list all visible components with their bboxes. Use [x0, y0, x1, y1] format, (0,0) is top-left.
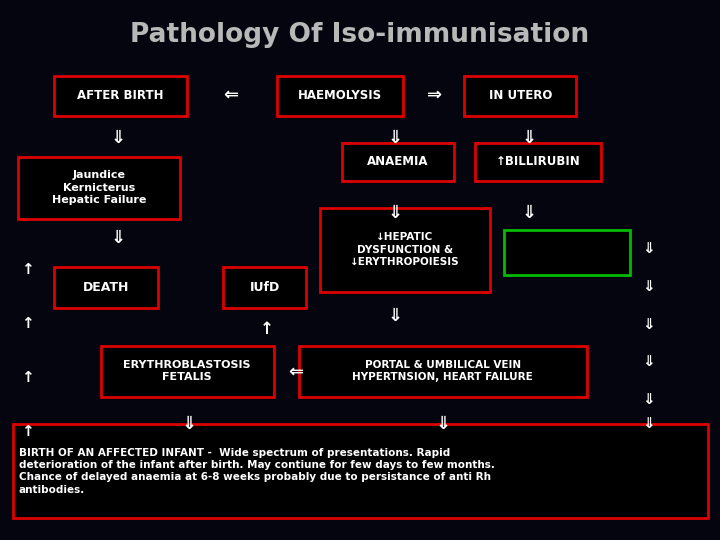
Text: ↑: ↑: [21, 370, 34, 386]
Text: ⇒: ⇒: [426, 86, 442, 104]
Text: Jaundice
Kernicterus
Hepatic Failure: Jaundice Kernicterus Hepatic Failure: [52, 170, 146, 205]
Text: ⇓: ⇓: [387, 307, 403, 325]
Text: Pathology Of Iso-immunisation: Pathology Of Iso-immunisation: [130, 22, 590, 48]
FancyBboxPatch shape: [464, 76, 576, 116]
Text: ⇓: ⇓: [387, 129, 403, 147]
FancyBboxPatch shape: [54, 76, 187, 116]
Text: ⇓: ⇓: [110, 228, 126, 247]
Text: ⇓: ⇓: [435, 415, 451, 433]
Text: ↑: ↑: [21, 262, 34, 278]
Text: ⇓: ⇓: [642, 392, 654, 407]
Text: ↓HEPATIC
DYSFUNCTION &
↓ERYTHROPOIESIS: ↓HEPATIC DYSFUNCTION & ↓ERYTHROPOIESIS: [350, 232, 460, 267]
Text: PORTAL & UMBILICAL VEIN
HYPERTNSION, HEART FAILURE: PORTAL & UMBILICAL VEIN HYPERTNSION, HEA…: [352, 360, 534, 382]
Text: ⇓: ⇓: [521, 204, 537, 222]
Text: BIRTH OF AN AFFECTED INFANT -  Wide spectrum of presentations. Rapid
deteriorati: BIRTH OF AN AFFECTED INFANT - Wide spect…: [19, 448, 495, 495]
Text: ⇐: ⇐: [222, 86, 238, 104]
Text: ⇓: ⇓: [642, 316, 654, 332]
Text: DEATH: DEATH: [83, 281, 130, 294]
FancyBboxPatch shape: [277, 76, 403, 116]
Text: ⇓: ⇓: [642, 279, 654, 294]
Text: ⇓: ⇓: [642, 354, 654, 369]
FancyBboxPatch shape: [342, 143, 454, 181]
Text: AFTER BIRTH: AFTER BIRTH: [77, 89, 164, 103]
Text: ↑BILLIRUBIN: ↑BILLIRUBIN: [496, 156, 580, 168]
Text: ↑: ↑: [259, 320, 274, 339]
FancyBboxPatch shape: [13, 424, 708, 518]
Text: ⇐: ⇐: [287, 362, 303, 381]
Text: ↑: ↑: [21, 424, 34, 440]
Text: ⇓: ⇓: [642, 416, 654, 431]
Text: ⇓: ⇓: [642, 241, 654, 256]
FancyBboxPatch shape: [299, 346, 587, 397]
FancyBboxPatch shape: [18, 157, 180, 219]
Text: IUfD: IUfD: [249, 281, 280, 294]
Text: ⇓: ⇓: [521, 129, 537, 147]
FancyBboxPatch shape: [54, 267, 158, 308]
FancyBboxPatch shape: [223, 267, 306, 308]
FancyBboxPatch shape: [101, 346, 274, 397]
Text: ⇓: ⇓: [110, 129, 126, 147]
Text: ⇓: ⇓: [181, 415, 197, 433]
Text: ↑: ↑: [21, 316, 34, 332]
Text: ERYTHROBLASTOSIS
FETALIS: ERYTHROBLASTOSIS FETALIS: [123, 360, 251, 382]
FancyBboxPatch shape: [504, 230, 630, 275]
FancyBboxPatch shape: [475, 143, 601, 181]
Text: ⇓: ⇓: [387, 204, 403, 222]
FancyBboxPatch shape: [320, 208, 490, 292]
Text: IN UTERO: IN UTERO: [488, 89, 552, 103]
Text: ANAEMIA: ANAEMIA: [367, 156, 428, 168]
Text: HAEMOLYSIS: HAEMOLYSIS: [298, 89, 382, 103]
